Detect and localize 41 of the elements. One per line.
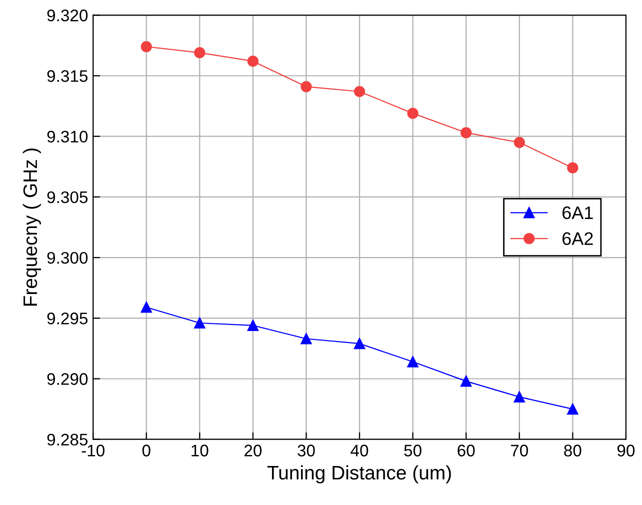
y-tick-label: 9.310: [47, 130, 88, 143]
point: [354, 338, 366, 350]
x-tick-label: 20: [244, 444, 262, 456]
point: [567, 403, 578, 415]
x-tick-label: 10: [192, 444, 208, 456]
point: [140, 302, 152, 313]
point: [247, 56, 259, 67]
x-tick-label: 60: [458, 444, 475, 456]
point: [514, 136, 525, 148]
x-tick-label: 70: [510, 444, 528, 456]
y-tick-label: 9.320: [47, 10, 88, 22]
point: [354, 86, 366, 98]
x-tick-label: 0: [142, 444, 150, 456]
legend-label: 6A1: [562, 206, 593, 220]
y-axis-title: Frequecny ( GHz ): [22, 148, 41, 306]
x-axis-title: Tuning Distance (um): [267, 465, 451, 484]
y-tick-label: 9.285: [47, 434, 88, 446]
y-tick-label: 9.300: [47, 252, 88, 264]
point: [194, 317, 206, 329]
point: [407, 356, 418, 368]
point: [300, 81, 312, 92]
x-tick-label: 40: [350, 444, 368, 456]
y-tick-label: 9.295: [47, 312, 88, 324]
y-tick-label: 9.290: [47, 373, 88, 385]
point: [194, 47, 206, 58]
y-tick-label: 9.315: [47, 70, 88, 82]
x-tick-label: 30: [298, 444, 315, 456]
x-tick-label: 50: [404, 444, 422, 456]
point: [300, 333, 312, 344]
point: [247, 320, 259, 331]
point: [460, 127, 472, 138]
point: [514, 391, 525, 402]
legend-label: 6A2: [562, 232, 593, 246]
point: [567, 162, 578, 174]
x-tick-label: -10: [82, 444, 104, 456]
point: [460, 376, 472, 387]
y-tick-label: 9.305: [47, 191, 88, 204]
x-tick-label: 90: [617, 444, 635, 456]
point: [407, 108, 418, 119]
x-tick-label: 80: [564, 444, 582, 456]
point: [140, 41, 152, 52]
